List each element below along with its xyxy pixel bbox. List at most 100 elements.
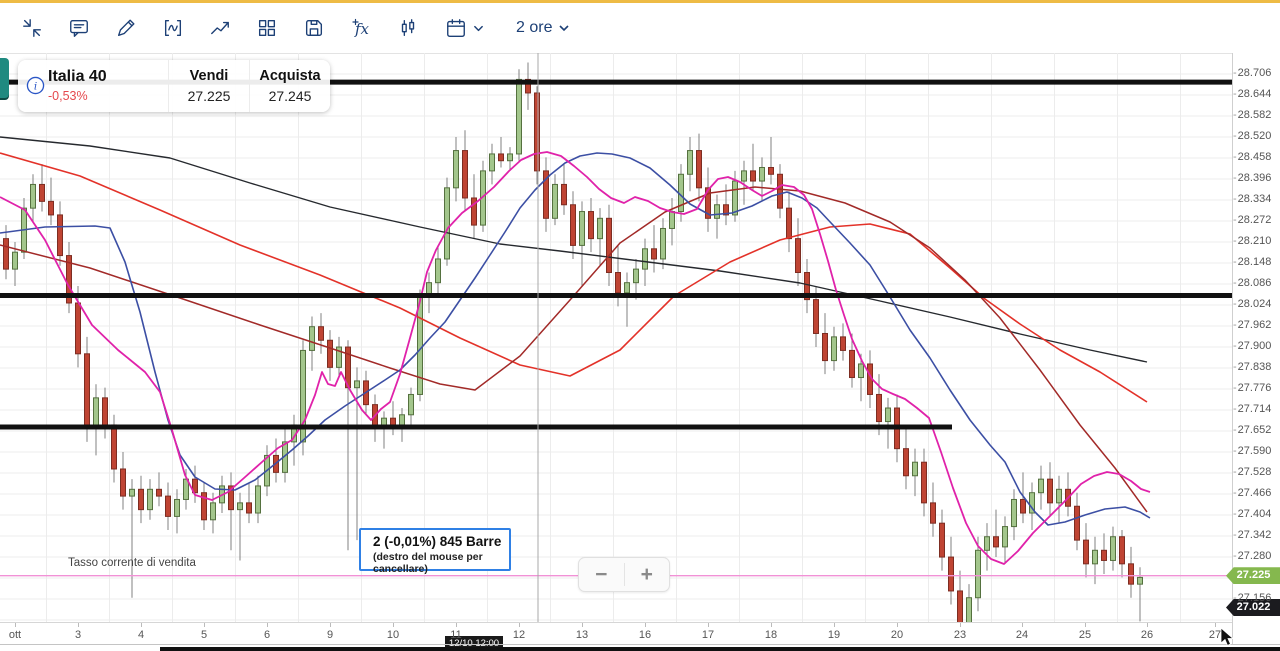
- time-tick: [456, 623, 457, 627]
- trend-arrow-icon: [211, 21, 229, 35]
- candle-up: [858, 363, 864, 379]
- candle-up: [741, 170, 747, 182]
- time-tick: [1085, 623, 1086, 627]
- notification-sliver: [0, 58, 9, 98]
- candle-down: [903, 448, 909, 477]
- candle-up: [687, 150, 693, 175]
- instrument-name: Italia 40: [48, 68, 107, 85]
- candle-down: [570, 204, 576, 246]
- indicators-button[interactable]: [158, 13, 188, 43]
- candle-down: [3, 238, 9, 270]
- time-tick-label: 25: [1078, 629, 1092, 641]
- candle-up: [399, 414, 405, 426]
- exit-fullscreen-button[interactable]: [17, 13, 47, 43]
- calendar-button[interactable]: [440, 13, 488, 43]
- save-button[interactable]: [299, 13, 329, 43]
- measure-annotation[interactable]: 2 (-0,01%) 845 Barre (destro del mouse p…: [359, 528, 511, 575]
- time-tick-label: 26: [1140, 629, 1154, 641]
- candle-up: [1002, 526, 1008, 548]
- indicator-brackets-icon: [164, 19, 182, 37]
- candle-down: [822, 332, 828, 362]
- candle-down: [201, 492, 207, 521]
- candle-down: [930, 502, 936, 524]
- functions-button[interactable]: fx: [346, 13, 376, 43]
- time-axis[interactable]: 12/10 12:00 ott3456910111213161718192023…: [0, 622, 1232, 651]
- time-tick: [519, 623, 520, 627]
- candle-up: [435, 258, 441, 284]
- price-tick-label: -27.714: [1233, 403, 1272, 416]
- candle-up: [1137, 576, 1143, 585]
- time-tick-label: 11: [450, 629, 462, 641]
- candle-down: [525, 78, 531, 94]
- price-tick-label: -28.520: [1233, 130, 1272, 142]
- chart-layer: [0, 53, 1232, 622]
- zoom-out-button[interactable]: −: [595, 562, 608, 586]
- price-tick-label: -28.582: [1233, 109, 1272, 121]
- bottom-rule: [0, 644, 1280, 645]
- time-tick-label: 16: [638, 629, 652, 641]
- candle-down: [561, 183, 567, 206]
- timeframe-label: 2 ore: [516, 19, 553, 36]
- candle-down: [462, 150, 468, 199]
- price-tick-label: -28.644: [1233, 88, 1272, 100]
- price-tick-label: -27.466: [1233, 487, 1272, 500]
- candle-down: [795, 238, 801, 274]
- candle-down: [39, 183, 45, 202]
- measure-hint: (destro del mouse per cancellare): [373, 551, 483, 575]
- time-tick: [393, 623, 394, 627]
- zoom-in-button[interactable]: +: [640, 562, 653, 586]
- grid-layout-icon: [258, 19, 276, 37]
- layout-button[interactable]: [252, 13, 282, 43]
- candle-down: [498, 153, 504, 162]
- candle-down: [1101, 549, 1107, 561]
- chevron-down-icon: [559, 25, 570, 32]
- buy-button[interactable]: Acquista 27.245: [249, 60, 330, 112]
- price-tick-label: -27.590: [1233, 445, 1272, 458]
- draw-button[interactable]: [111, 13, 141, 43]
- trend-button[interactable]: [205, 13, 235, 43]
- candle-up: [300, 349, 306, 443]
- candle-down: [1119, 536, 1125, 565]
- exit-fullscreen-icon: [23, 19, 41, 37]
- time-tick-label: 4: [137, 629, 145, 641]
- chart-type-button[interactable]: [393, 13, 423, 43]
- candle-up: [255, 485, 261, 514]
- candle-down: [1047, 478, 1053, 504]
- candle-up: [597, 217, 603, 240]
- candle-down: [696, 150, 702, 189]
- time-tick: [15, 623, 16, 627]
- price-tick-label: -28.396: [1233, 172, 1272, 184]
- notes-button[interactable]: [64, 13, 94, 43]
- price-axis[interactable]: 27.225 27.022 -28.706 -28.644 -28.582 -28.5…: [1226, 53, 1280, 644]
- ma-red: [0, 152, 1148, 403]
- instrument-card: i Italia 40 -0,53% Vendi 27.225 Acquista…: [18, 60, 330, 112]
- candle-down: [705, 187, 711, 219]
- time-tick: [1215, 623, 1216, 627]
- price-tick-label: -28.458: [1233, 151, 1272, 163]
- candle-down: [1083, 539, 1089, 565]
- candle-down: [948, 556, 954, 592]
- time-tick-label: 17: [701, 629, 715, 641]
- candle-up: [1110, 536, 1116, 561]
- candle-up: [633, 268, 639, 284]
- time-tick: [267, 623, 268, 627]
- buy-price: 27.245: [268, 88, 312, 104]
- time-tick: [645, 623, 646, 627]
- time-tick: [204, 623, 205, 627]
- price-tick-label: -27.838: [1233, 361, 1272, 374]
- bottom-scroll-bar[interactable]: [160, 647, 1280, 651]
- candle-up: [309, 326, 315, 351]
- candle-down: [1074, 505, 1080, 541]
- candle-down: [192, 478, 198, 494]
- candle-down: [1128, 563, 1134, 585]
- time-tick-label: 12: [512, 629, 526, 641]
- instrument-info[interactable]: i Italia 40 -0,53%: [18, 60, 168, 112]
- sell-button[interactable]: Vendi 27.225: [168, 60, 249, 112]
- timeframe-dropdown[interactable]: 2 ore: [488, 19, 570, 37]
- ma-slow-black: [0, 136, 1148, 363]
- ma-blue: [0, 152, 1151, 526]
- price-tick-label: -27.900: [1233, 340, 1272, 353]
- candle-up: [507, 153, 513, 162]
